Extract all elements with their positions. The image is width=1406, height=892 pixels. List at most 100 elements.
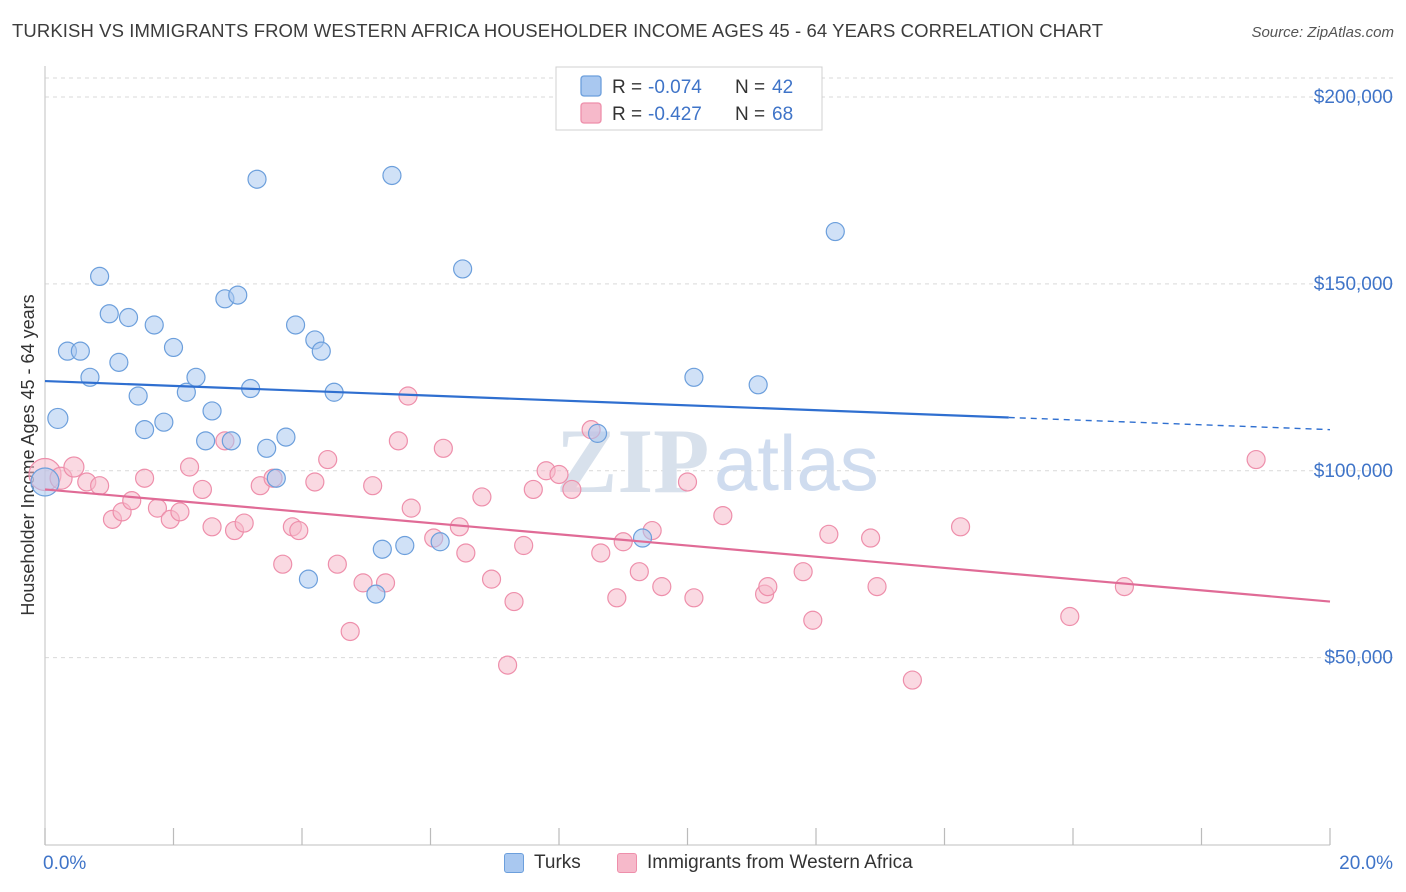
western-africa-point[interactable] (456, 543, 476, 563)
source-label: Source: ZipAtlas.com (1251, 24, 1394, 41)
turks-point[interactable] (134, 420, 155, 440)
legend-item-western-africa[interactable]: Immigrants from Western Africa (617, 852, 913, 874)
turks-point[interactable] (453, 259, 473, 279)
western-africa-point[interactable] (90, 476, 110, 496)
turks-point[interactable] (632, 528, 653, 548)
turks-point[interactable] (382, 165, 402, 186)
chart-title: TURKISH VS IMMIGRANTS FROM WESTERN AFRIC… (12, 20, 1104, 41)
western-africa-point[interactable] (340, 621, 360, 642)
western-africa-point[interactable] (652, 577, 672, 597)
western-africa-point[interactable] (305, 472, 325, 492)
western-africa-point[interactable] (613, 532, 633, 552)
legend-n-label: N = (735, 77, 765, 98)
western-africa-point[interactable] (562, 479, 582, 500)
western-africa-point[interactable] (523, 479, 543, 500)
western-africa-point[interactable] (950, 517, 971, 537)
western-africa-point[interactable] (170, 502, 190, 522)
western-africa-point[interactable] (514, 535, 534, 556)
turks-point[interactable] (285, 315, 306, 335)
western-africa-point[interactable] (1246, 449, 1266, 470)
turks-point[interactable] (176, 382, 196, 402)
turks-point[interactable] (128, 386, 148, 406)
y-tick-label: $150,000 (1314, 274, 1393, 295)
turks-point[interactable] (163, 337, 184, 358)
western-africa-point[interactable] (388, 431, 408, 451)
turks-point[interactable] (257, 438, 277, 458)
turks-point[interactable] (186, 367, 206, 387)
turks-point[interactable] (748, 375, 768, 395)
western-africa-point[interactable] (122, 491, 142, 511)
turks-point[interactable] (90, 266, 110, 286)
western-africa-point[interactable] (179, 457, 200, 477)
western-africa-point[interactable] (549, 464, 569, 485)
turks-point[interactable] (202, 401, 222, 421)
turks-point[interactable] (247, 169, 267, 189)
western-africa-point[interactable] (234, 513, 254, 533)
western-africa-point[interactable] (861, 528, 881, 548)
legend-item-turks[interactable]: Turks (504, 852, 581, 874)
western-africa-point[interactable] (63, 456, 85, 478)
western-africa-point[interactable] (504, 591, 524, 612)
turks-point[interactable] (70, 341, 90, 361)
western-africa-point[interactable] (327, 554, 347, 574)
legend-r-label: R = (612, 104, 642, 125)
legend-label-western-africa: Immigrants from Western Africa (647, 852, 913, 873)
western-africa-point[interactable] (867, 577, 887, 597)
western-africa-point[interactable] (758, 577, 778, 597)
western-africa-point[interactable] (629, 562, 649, 582)
turks-point[interactable] (395, 535, 415, 556)
turks-point[interactable] (109, 352, 129, 372)
legend-bottom: Turks Immigrants from Western Africa (0, 850, 1406, 880)
western-africa-point[interactable] (134, 468, 155, 488)
turks-point[interactable] (266, 468, 286, 488)
y-tick-label: $200,000 (1314, 87, 1393, 108)
legend-n-value: 68 (772, 104, 793, 125)
western-africa-point[interactable] (713, 505, 733, 526)
turks-point[interactable] (99, 304, 119, 324)
western-africa-point[interactable] (498, 655, 518, 675)
turks-point[interactable] (221, 431, 241, 451)
western-africa-point[interactable] (902, 670, 922, 690)
turks-point[interactable] (311, 341, 331, 361)
turks-point[interactable] (118, 307, 139, 328)
turks-point[interactable] (372, 539, 392, 559)
western-africa-point[interactable] (481, 569, 502, 589)
western-africa-point[interactable] (433, 438, 453, 458)
western-africa-point[interactable] (192, 479, 213, 500)
western-africa-point[interactable] (793, 562, 813, 582)
data-points (28, 165, 1266, 690)
turks-point[interactable] (298, 569, 319, 589)
turks-point[interactable] (196, 431, 216, 451)
western-africa-point[interactable] (1114, 577, 1135, 597)
turks-point[interactable] (276, 427, 296, 447)
turks-point[interactable] (684, 367, 704, 387)
western-africa-point[interactable] (472, 487, 492, 507)
turks-point[interactable] (430, 532, 450, 552)
turks-point[interactable] (47, 407, 69, 430)
western-africa-point[interactable] (202, 517, 222, 537)
western-africa-point[interactable] (591, 543, 611, 563)
turks-point[interactable] (366, 584, 386, 604)
western-africa-point[interactable] (1060, 606, 1080, 627)
turks-point[interactable] (30, 467, 60, 497)
turks-point[interactable] (154, 412, 174, 432)
western-africa-point[interactable] (318, 449, 338, 470)
western-africa-point[interactable] (273, 554, 293, 574)
turks-point[interactable] (825, 221, 845, 242)
axes: $50,000 $100,000 $150,000 $200,000 0.0% 20.0%… (18, 66, 1393, 874)
western-africa-point[interactable] (353, 573, 373, 593)
western-africa-point[interactable] (607, 588, 627, 608)
turks-point[interactable] (587, 423, 608, 443)
turks-point[interactable] (228, 285, 248, 305)
legend-top: R = -0.074 N = 42 R = -0.427 N = 68 (555, 66, 823, 131)
western-africa-point[interactable] (363, 476, 383, 496)
western-africa-point[interactable] (803, 610, 823, 630)
western-africa-point[interactable] (819, 524, 839, 544)
turks-regression-extension (1008, 416, 1331, 431)
western-africa-point[interactable] (677, 472, 698, 492)
western-africa-point[interactable] (401, 498, 421, 518)
watermark-atlas: atlas (714, 419, 879, 507)
turks-point[interactable] (144, 315, 164, 335)
western-africa-point[interactable] (684, 588, 704, 608)
western-africa-point[interactable] (289, 520, 309, 541)
